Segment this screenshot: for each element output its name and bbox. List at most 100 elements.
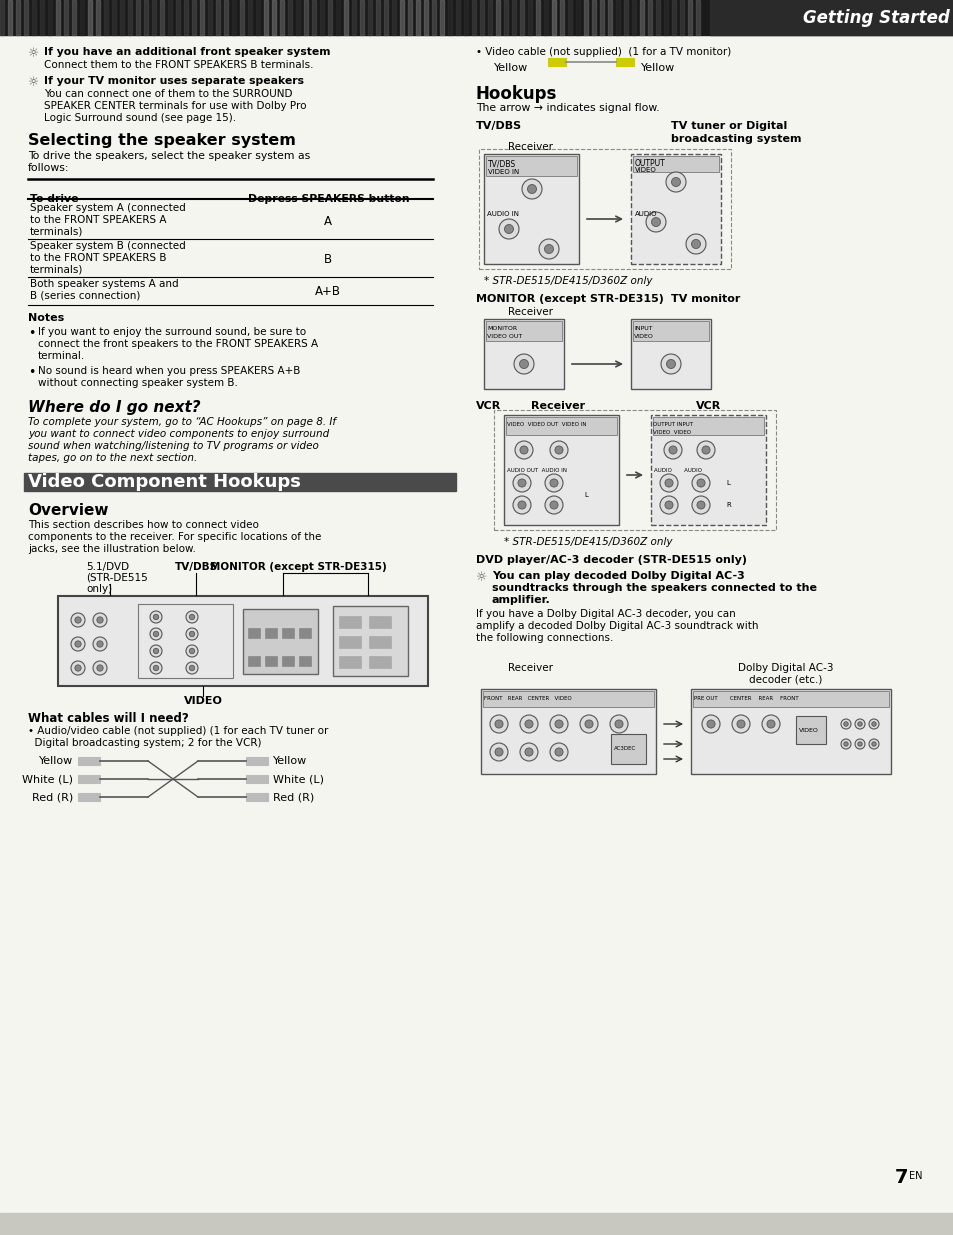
Text: VIDEO: VIDEO xyxy=(183,697,222,706)
Bar xyxy=(152,0,156,35)
Circle shape xyxy=(555,720,562,729)
Circle shape xyxy=(92,613,107,627)
Circle shape xyxy=(659,496,678,514)
Text: terminals): terminals) xyxy=(30,266,83,275)
Text: DVD player/AC-3 decoder (STR-DE515 only): DVD player/AC-3 decoder (STR-DE515 only) xyxy=(476,555,746,564)
Bar xyxy=(423,0,428,35)
Bar xyxy=(671,0,676,35)
Bar xyxy=(8,0,12,35)
Text: Yellow: Yellow xyxy=(494,63,528,73)
Bar xyxy=(633,321,708,341)
Circle shape xyxy=(504,225,513,233)
Circle shape xyxy=(153,666,158,671)
Circle shape xyxy=(665,172,685,191)
Text: You can connect one of them to the SURROUND: You can connect one of them to the SURRO… xyxy=(44,89,293,99)
Text: • Audio/video cable (not supplied) (1 for each TV tuner or: • Audio/video cable (not supplied) (1 fo… xyxy=(28,726,328,736)
Bar xyxy=(48,0,52,35)
Text: Receiver: Receiver xyxy=(531,401,584,411)
Bar xyxy=(650,415,765,525)
Circle shape xyxy=(97,664,103,671)
Bar xyxy=(56,0,60,35)
Text: The arrow → indicates signal flow.: The arrow → indicates signal flow. xyxy=(476,103,659,112)
Text: VIDEO OUT: VIDEO OUT xyxy=(486,335,521,340)
Circle shape xyxy=(555,446,562,454)
Bar xyxy=(692,692,888,706)
Bar xyxy=(592,0,596,35)
Bar xyxy=(298,656,311,666)
Text: * STR-DE515/DE415/D360Z only: * STR-DE515/DE415/D360Z only xyxy=(483,275,652,287)
Circle shape xyxy=(153,648,158,653)
Bar xyxy=(494,410,775,530)
Text: * STR-DE515/DE415/D360Z only: * STR-DE515/DE415/D360Z only xyxy=(503,537,672,547)
Circle shape xyxy=(498,219,518,240)
Circle shape xyxy=(668,446,677,454)
Circle shape xyxy=(538,240,558,259)
Bar xyxy=(369,636,391,648)
Bar xyxy=(616,0,619,35)
Bar xyxy=(505,417,617,435)
Text: terminals): terminals) xyxy=(30,227,83,237)
Bar xyxy=(439,0,443,35)
Text: AUDIO IN: AUDIO IN xyxy=(486,211,518,217)
Circle shape xyxy=(495,720,502,729)
Bar xyxy=(104,0,108,35)
Circle shape xyxy=(685,233,705,254)
Bar xyxy=(456,0,459,35)
Bar xyxy=(240,0,244,35)
Bar xyxy=(359,0,364,35)
Text: MONITOR (except STR-DE315): MONITOR (except STR-DE315) xyxy=(476,294,663,304)
Circle shape xyxy=(495,748,502,756)
Text: L: L xyxy=(725,480,729,487)
Text: A: A xyxy=(324,215,332,228)
Circle shape xyxy=(841,719,850,729)
Bar xyxy=(647,0,651,35)
Text: L: L xyxy=(583,492,587,498)
Text: Dolby Digital AC-3: Dolby Digital AC-3 xyxy=(738,663,833,673)
Circle shape xyxy=(659,474,678,492)
Bar xyxy=(120,0,124,35)
Text: VIDEO: VIDEO xyxy=(799,727,818,732)
Circle shape xyxy=(524,748,533,756)
Bar xyxy=(663,0,667,35)
Bar xyxy=(288,0,292,35)
Circle shape xyxy=(868,739,878,748)
Circle shape xyxy=(731,715,749,734)
Bar xyxy=(344,0,348,35)
Bar xyxy=(319,0,324,35)
Bar xyxy=(623,0,627,35)
Circle shape xyxy=(97,616,103,624)
Text: Digital broadcasting system; 2 for the VCR): Digital broadcasting system; 2 for the V… xyxy=(28,739,261,748)
Bar xyxy=(0,0,4,35)
Bar xyxy=(272,0,275,35)
Bar xyxy=(298,629,311,638)
Circle shape xyxy=(153,614,158,620)
Bar xyxy=(16,0,20,35)
Bar xyxy=(200,0,204,35)
Text: VIDEO IN: VIDEO IN xyxy=(488,169,518,175)
Bar xyxy=(547,58,565,65)
Circle shape xyxy=(92,637,107,651)
Circle shape xyxy=(766,720,774,729)
Bar xyxy=(416,0,419,35)
Circle shape xyxy=(153,631,158,637)
Text: MONITOR (except STR-DE315): MONITOR (except STR-DE315) xyxy=(210,562,386,572)
Text: White (L): White (L) xyxy=(22,774,73,784)
Text: Connect them to the FRONT SPEAKERS B terminals.: Connect them to the FRONT SPEAKERS B ter… xyxy=(44,61,314,70)
Circle shape xyxy=(549,501,558,509)
Bar xyxy=(215,0,220,35)
Bar xyxy=(503,415,618,525)
Text: INPUT: INPUT xyxy=(634,326,652,331)
Bar xyxy=(795,716,825,743)
Text: soundtracks through the speakers connected to the: soundtracks through the speakers connect… xyxy=(492,583,816,593)
Circle shape xyxy=(736,720,744,729)
Text: Red (R): Red (R) xyxy=(31,792,73,802)
Bar xyxy=(432,0,436,35)
Circle shape xyxy=(854,739,864,748)
Text: No sound is heard when you press SPEAKERS A+B: No sound is heard when you press SPEAKER… xyxy=(38,366,300,375)
Text: to the FRONT SPEAKERS A: to the FRONT SPEAKERS A xyxy=(30,215,167,225)
Text: terminal.: terminal. xyxy=(38,351,85,361)
Bar xyxy=(408,0,412,35)
Text: 5.1/DVD: 5.1/DVD xyxy=(86,562,129,572)
Bar xyxy=(304,0,308,35)
Circle shape xyxy=(550,441,567,459)
